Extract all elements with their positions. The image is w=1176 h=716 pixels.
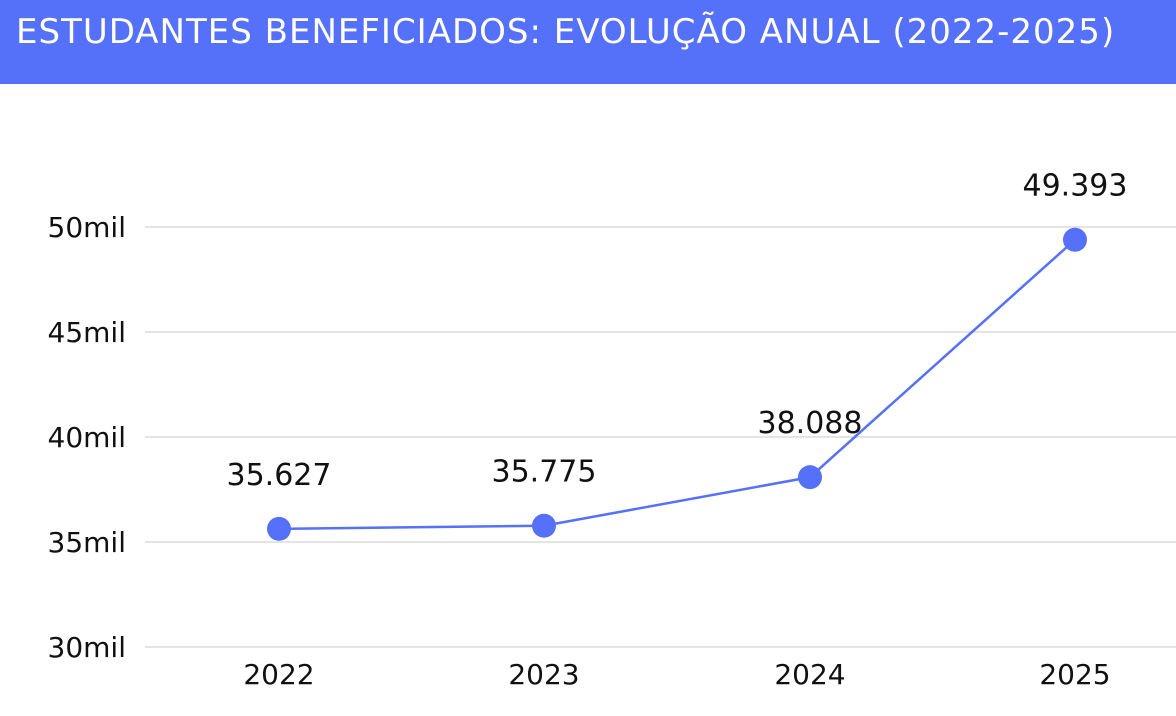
- series-line-group: [278, 238, 1076, 531]
- y-tick-label: 45mil: [48, 316, 126, 349]
- data-point-2022: [267, 516, 291, 541]
- y-tick-label: 35mil: [48, 526, 126, 559]
- data-point-2024: [798, 465, 822, 490]
- y-tick-label: 30mil: [48, 631, 126, 664]
- series-line: [278, 238, 1076, 531]
- data-label-2025: 49.393: [1023, 169, 1128, 204]
- y-tick-label: 50mil: [48, 211, 126, 244]
- x-tick-label-2025: 2025: [1039, 658, 1110, 691]
- data-point-2025: [1063, 227, 1087, 252]
- x-tick-label-2023: 2023: [508, 658, 579, 691]
- x-tick-label-2022: 2022: [243, 658, 314, 691]
- data-label-2023: 35.775: [492, 455, 597, 490]
- data-label-2022: 35.627: [227, 458, 332, 493]
- gridlines: [145, 226, 1176, 648]
- title-bar: ESTUDANTES BENEFICIADOS: EVOLUÇÃO ANUAL …: [0, 0, 1176, 84]
- data-labels: 35.627 35.775 38.088 49.393: [227, 169, 1128, 493]
- y-tick-label: 40mil: [48, 421, 126, 454]
- data-points: [267, 227, 1087, 541]
- y-axis-tick-labels: 30mil 35mil 40mil 45mil 50mil: [48, 211, 126, 664]
- data-point-2023: [532, 513, 556, 538]
- chart-title: ESTUDANTES BENEFICIADOS: EVOLUÇÃO ANUAL …: [16, 12, 1116, 52]
- x-axis-tick-labels: 2022 2023 2024 2025: [243, 658, 1110, 691]
- data-label-2024: 38.088: [758, 406, 863, 441]
- x-tick-label-2024: 2024: [774, 658, 845, 691]
